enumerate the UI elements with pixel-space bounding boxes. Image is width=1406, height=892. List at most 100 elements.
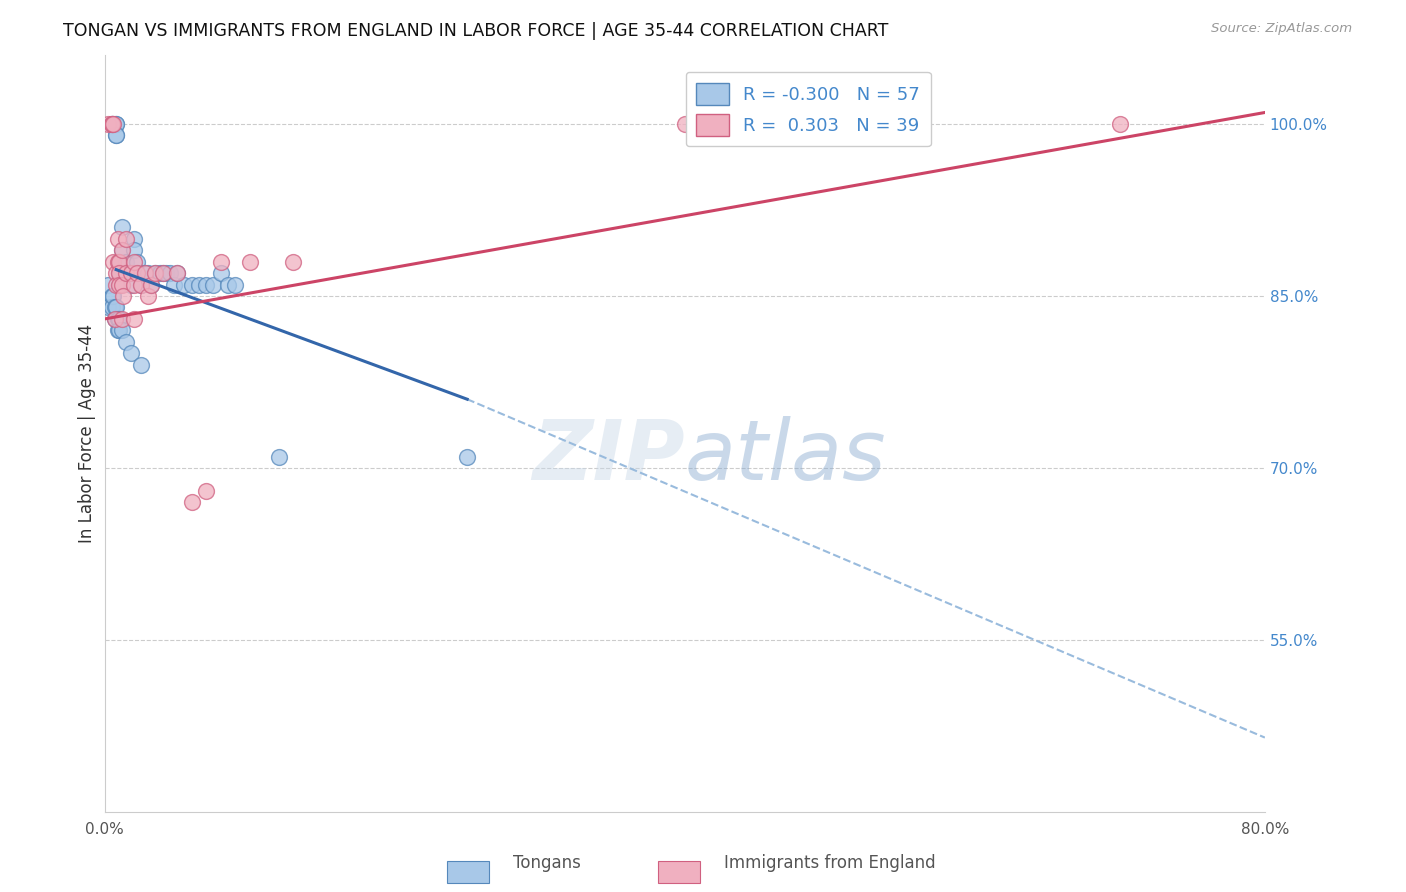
Y-axis label: In Labor Force | Age 35-44: In Labor Force | Age 35-44 xyxy=(79,324,96,543)
Point xyxy=(108,266,131,280)
Point xyxy=(122,277,145,292)
Point xyxy=(129,358,152,372)
Point xyxy=(104,312,127,326)
Point xyxy=(120,266,142,280)
Point xyxy=(129,266,152,280)
Point xyxy=(180,495,202,509)
Point xyxy=(173,277,195,292)
Point xyxy=(129,277,152,292)
Point xyxy=(111,323,134,337)
Legend: R = -0.300   N = 57, R =  0.303   N = 39: R = -0.300 N = 57, R = 0.303 N = 39 xyxy=(686,71,931,146)
Point xyxy=(115,254,138,268)
Point xyxy=(281,254,304,268)
Point xyxy=(111,243,134,257)
Point xyxy=(108,323,131,337)
Point xyxy=(187,277,209,292)
Point xyxy=(152,266,174,280)
Point xyxy=(108,266,131,280)
Point xyxy=(195,483,218,498)
Point xyxy=(108,254,131,268)
Point xyxy=(159,266,181,280)
Point xyxy=(224,277,246,292)
Point xyxy=(122,254,145,268)
Point xyxy=(105,301,128,315)
Point xyxy=(217,277,239,292)
Point xyxy=(120,346,142,360)
Point xyxy=(163,277,186,292)
Point xyxy=(107,232,129,246)
Point xyxy=(149,266,172,280)
Point xyxy=(134,266,156,280)
Point xyxy=(180,277,202,292)
Point xyxy=(195,277,218,292)
Point xyxy=(108,277,131,292)
Point xyxy=(122,312,145,326)
Point xyxy=(120,266,142,280)
Text: TONGAN VS IMMIGRANTS FROM ENGLAND IN LABOR FORCE | AGE 35-44 CORRELATION CHART: TONGAN VS IMMIGRANTS FROM ENGLAND IN LAB… xyxy=(63,22,889,40)
Point xyxy=(134,266,156,280)
Point xyxy=(115,232,138,246)
Point xyxy=(166,266,188,280)
Point xyxy=(166,266,188,280)
Point xyxy=(115,334,138,349)
Point xyxy=(105,128,128,143)
Point xyxy=(101,117,124,131)
Text: Tongans: Tongans xyxy=(513,855,581,872)
Point xyxy=(145,266,167,280)
Point xyxy=(209,266,232,280)
Point xyxy=(111,277,134,292)
Point xyxy=(103,289,125,303)
Point xyxy=(96,301,118,315)
Point xyxy=(103,117,125,131)
Point xyxy=(122,243,145,257)
Point xyxy=(107,323,129,337)
Point xyxy=(209,254,232,268)
Point xyxy=(105,277,128,292)
Point xyxy=(111,220,134,235)
Point xyxy=(267,450,290,464)
Point xyxy=(115,266,138,280)
Point xyxy=(1108,117,1130,131)
Point xyxy=(96,117,118,131)
Point xyxy=(101,117,124,131)
Point xyxy=(103,254,125,268)
Point xyxy=(120,277,142,292)
Text: Immigrants from England: Immigrants from England xyxy=(724,855,936,872)
Point xyxy=(139,277,162,292)
Point xyxy=(108,312,131,326)
Point xyxy=(155,266,177,280)
Point xyxy=(104,312,127,326)
Point xyxy=(108,277,131,292)
Point xyxy=(136,266,159,280)
Point xyxy=(107,254,129,268)
Point xyxy=(136,289,159,303)
Point xyxy=(202,277,225,292)
Point xyxy=(673,117,696,131)
Point xyxy=(108,254,131,268)
Point xyxy=(105,117,128,131)
Point xyxy=(105,128,128,143)
Point xyxy=(112,289,135,303)
Point xyxy=(101,289,124,303)
Point xyxy=(129,277,152,292)
Point xyxy=(122,232,145,246)
Point xyxy=(101,117,124,131)
Text: Source: ZipAtlas.com: Source: ZipAtlas.com xyxy=(1212,22,1353,36)
Text: atlas: atlas xyxy=(685,416,886,497)
Point xyxy=(145,266,167,280)
Point xyxy=(107,312,129,326)
Point xyxy=(139,277,162,292)
Point xyxy=(456,450,478,464)
Point xyxy=(111,243,134,257)
Text: ZIP: ZIP xyxy=(531,416,685,497)
Point xyxy=(152,266,174,280)
Point xyxy=(108,266,131,280)
Point xyxy=(115,266,138,280)
Point xyxy=(96,277,118,292)
Point xyxy=(125,254,148,268)
Point xyxy=(111,312,134,326)
Point xyxy=(101,301,124,315)
Point xyxy=(891,117,914,131)
Point xyxy=(104,301,127,315)
Point xyxy=(105,117,128,131)
